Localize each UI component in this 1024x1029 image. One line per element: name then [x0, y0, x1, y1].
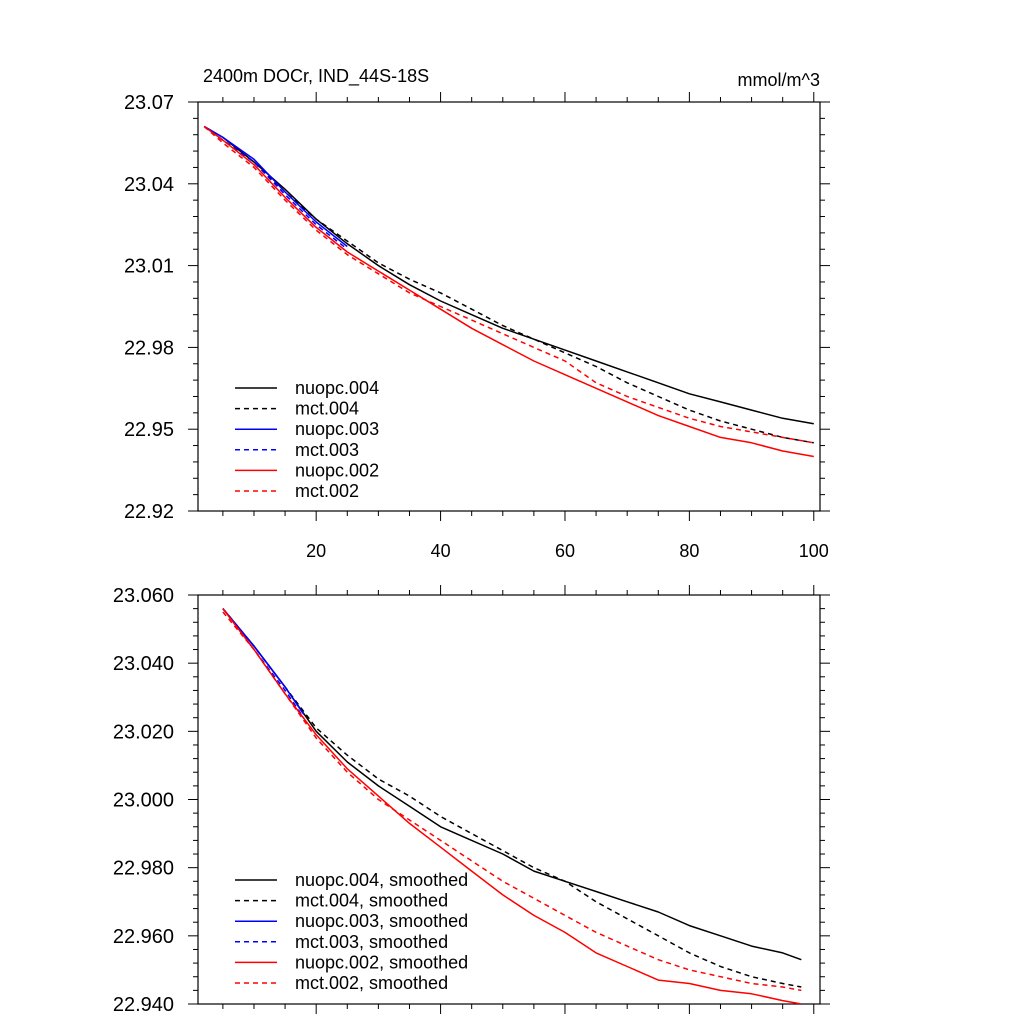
x-tick-label: 80 [679, 541, 699, 561]
y-tick-label: 22.940 [113, 994, 174, 1016]
series-group [203, 125, 814, 458]
x-tick-label: 20 [306, 541, 326, 561]
legend-label: nuopc.003 [295, 419, 379, 439]
legend-label: nuopc.002 [295, 460, 379, 480]
y-tick-label: 23.040 [113, 653, 174, 675]
y-tick-label: 22.92 [124, 501, 174, 523]
series-line-mct-002-smoothed [222, 611, 802, 992]
plot-frame [197, 594, 821, 1005]
x-tick-label: 60 [555, 541, 575, 561]
legend-label: mct.004, smoothed [295, 891, 448, 911]
y-tick-label: 23.01 [124, 256, 174, 278]
legend-label: nuopc.002, smoothed [295, 952, 468, 972]
legend-label: mct.002, smoothed [295, 973, 448, 993]
series-line-mct-002 [203, 125, 814, 444]
series-line-mct-004-smoothed [222, 608, 802, 988]
chart-title: 2400m DOCr, IND_44S-18S [203, 66, 429, 87]
y-tick-label: 23.020 [113, 721, 174, 743]
y-tick-label: 23.060 [113, 585, 174, 607]
legend-label: nuopc.004 [295, 378, 379, 398]
units-label: mmol/m^3 [738, 70, 820, 90]
legend-label: mct.003 [295, 440, 359, 460]
panel-bottom: 22.940 22.960 22.980 23.000 23.020 23.040 23.0… [113, 585, 830, 1016]
plot-frame [197, 101, 821, 512]
y-tick-label: 22.95 [124, 419, 174, 441]
y-tick-label: 23.000 [113, 790, 174, 812]
series-line-nuopc-003 [203, 125, 348, 248]
legend-label: mct.002 [295, 481, 359, 501]
series-line-nuopc-003-smoothed [222, 608, 305, 715]
x-tick-label: 100 [799, 541, 829, 561]
x-tick-label: 40 [431, 541, 451, 561]
series-line-nuopc-002 [203, 125, 814, 458]
panel-top: 2400m DOCr, IND_44S-18S mmol/m^3 20 40 60 8… [124, 66, 830, 561]
series-line-nuopc-004-smoothed [222, 608, 802, 961]
series-group [222, 608, 802, 1004]
series-line-mct-003-smoothed [222, 608, 305, 719]
legend-label: mct.003, smoothed [295, 932, 448, 952]
legend: nuopc.004mct.004nuopc.003mct.003nuopc.00… [235, 378, 379, 501]
legend-label: nuopc.004, smoothed [295, 870, 468, 890]
y-tick-label: 22.960 [113, 926, 174, 948]
series-line-nuopc-002-smoothed [222, 608, 802, 1004]
y-tick-label: 22.98 [124, 337, 174, 359]
y-tick-label: 23.04 [124, 174, 174, 196]
legend-label: mct.004 [295, 399, 359, 419]
y-tick-label: 22.980 [113, 858, 174, 880]
y-tick-label: 23.07 [124, 92, 174, 114]
series-line-nuopc-004 [203, 125, 814, 425]
legend-label: nuopc.003, smoothed [295, 911, 468, 931]
